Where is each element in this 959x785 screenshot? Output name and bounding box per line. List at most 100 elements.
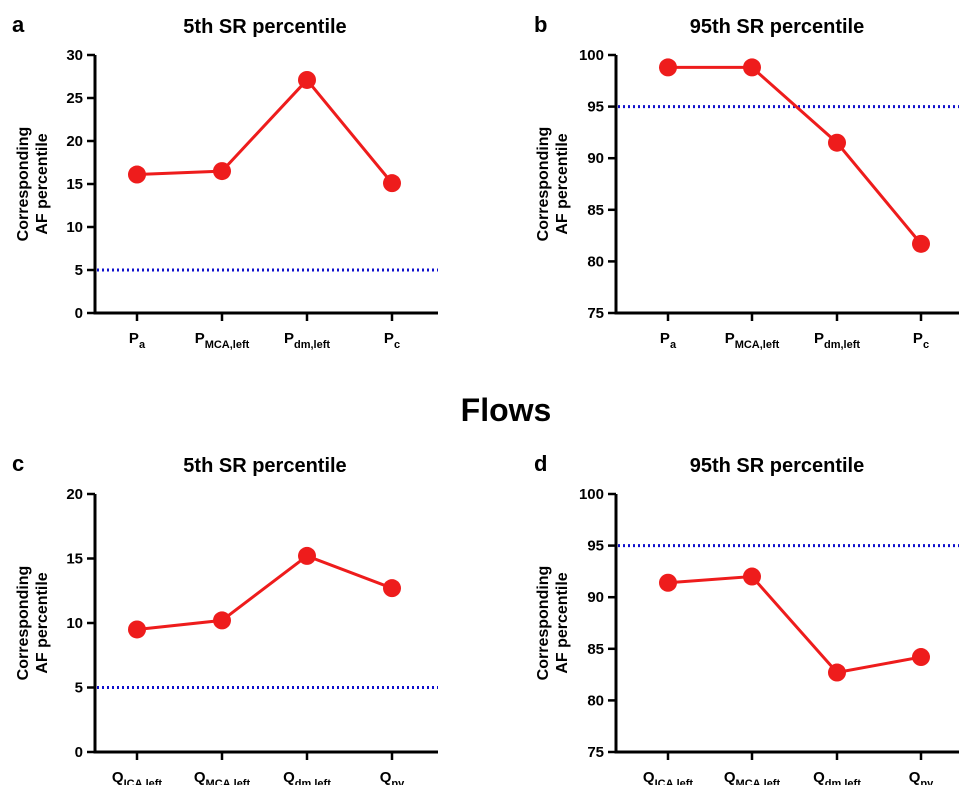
series-line [136, 77, 394, 185]
x-tick-label-sub: MCA,left [735, 339, 780, 351]
panel-letter: a [12, 12, 25, 37]
y-tick-label: 5 [75, 680, 83, 697]
section-title: Flows [461, 392, 552, 428]
chart-title: 95th SR percentile [690, 455, 865, 477]
chart-panel-d: d 95th SR percentile Corresponding AF perce… [534, 451, 959, 785]
x-tick-label-sub: pv [391, 778, 405, 785]
data-point [743, 567, 761, 586]
x-tick-label-main: Q [813, 769, 825, 785]
chart-title: 95th SR percentile [690, 16, 865, 38]
y-axis-label-line: Corresponding [15, 566, 32, 681]
data-point [659, 573, 677, 592]
x-tick-label-main: P [660, 330, 670, 347]
y-axis-label-line: AF percentile [554, 133, 571, 234]
data-point [659, 58, 677, 77]
data-point [298, 546, 316, 565]
panel-letter: d [534, 451, 547, 476]
x-tick-label-main: P [284, 330, 294, 347]
data-point [912, 234, 930, 253]
x-tick-label-sub: ICA,left [655, 778, 694, 785]
x-tick-label-main: Q [112, 769, 124, 785]
x-tick-label: Qdm,left [283, 769, 331, 785]
data-point [298, 70, 316, 89]
x-tick-label-main: P [129, 330, 139, 347]
x-tick-label-sub: a [670, 339, 677, 351]
chart-panel-c: c 5th SR percentile Corresponding AF percen… [12, 451, 438, 785]
x-tick-label-sub: c [394, 339, 400, 351]
data-point [383, 174, 401, 193]
y-tick-label: 90 [587, 589, 604, 606]
y-tick-label: 10 [66, 615, 83, 632]
y-tick-label: 85 [587, 202, 604, 219]
x-tick-label-sub: a [139, 339, 146, 351]
x-tick-label-main: Q [194, 769, 206, 785]
x-tick-label: Qdm,left [813, 769, 861, 785]
y-axis-label-line: Corresponding [535, 127, 552, 242]
x-tick-label-main: P [814, 330, 824, 347]
x-tick-label: QMCA,left [724, 769, 781, 785]
y-tick-label: 80 [587, 692, 604, 709]
data-point [912, 648, 930, 667]
panel-letter: c [12, 451, 24, 476]
y-axis-label: Corresponding AF percentile [535, 127, 571, 242]
x-tick-label-main: P [195, 330, 205, 347]
x-tick-label-sub: pv [920, 778, 934, 785]
x-tick-label-main: P [725, 330, 735, 347]
x-tick-label-main: Q [724, 769, 736, 785]
y-tick-label: 75 [587, 305, 604, 322]
x-tick-label-sub: MCA,left [206, 778, 251, 785]
y-tick-label: 90 [587, 150, 604, 167]
x-tick-label-main: Q [909, 769, 921, 785]
data-point [828, 133, 846, 152]
x-tick-label: Pc [913, 330, 929, 351]
y-tick-label: 100 [579, 47, 604, 64]
chart-title: 5th SR percentile [183, 16, 346, 38]
chart-panel-a: a 5th SR percentile Corresponding AF percen… [12, 12, 438, 351]
y-axis-label-line: AF percentile [34, 572, 51, 673]
x-tick-label: Pdm,left [814, 330, 860, 351]
data-point [128, 165, 146, 184]
x-tick-label: PMCA,left [725, 330, 780, 351]
x-tick-label-sub: MCA,left [736, 778, 781, 785]
data-point [213, 162, 231, 181]
x-tick-label-main: Q [283, 769, 295, 785]
data-point [828, 663, 846, 682]
y-tick-label: 30 [66, 47, 83, 64]
y-axis-label: Corresponding AF percentile [15, 127, 51, 242]
x-tick-label-main: Q [380, 769, 392, 785]
x-tick-label-sub: MCA,left [205, 339, 250, 351]
y-tick-label: 85 [587, 641, 604, 658]
y-axis-label-line: AF percentile [34, 133, 51, 234]
x-tick-label: QMCA,left [194, 769, 251, 785]
y-tick-label: 75 [587, 744, 604, 761]
y-tick-label: 80 [587, 253, 604, 270]
y-tick-label: 20 [66, 133, 83, 150]
x-tick-label-sub: ICA,left [124, 778, 163, 785]
chart-panel-b: b 95th SR percentile Corresponding AF perce… [534, 12, 959, 351]
data-point [128, 620, 146, 639]
x-tick-label-sub: dm,left [824, 339, 860, 351]
y-tick-label: 95 [587, 99, 604, 116]
x-tick-label: Pa [660, 330, 677, 351]
y-axis-label-line: Corresponding [15, 127, 32, 242]
y-tick-label: 10 [66, 219, 83, 236]
x-tick-label: PMCA,left [195, 330, 250, 351]
data-point [213, 611, 231, 630]
x-tick-label: Pdm,left [284, 330, 330, 351]
y-tick-label: 25 [66, 90, 83, 107]
x-tick-label: Pc [384, 330, 400, 351]
y-tick-label: 0 [75, 305, 83, 322]
y-axis-label-line: AF percentile [554, 572, 571, 673]
y-tick-label: 20 [66, 486, 83, 503]
x-tick-label: Pa [129, 330, 146, 351]
data-point [743, 58, 761, 77]
panel-letter: b [534, 12, 547, 37]
x-tick-label: QICA,left [112, 769, 163, 785]
x-tick-label: Qpv [909, 769, 934, 785]
x-tick-label-sub: c [923, 339, 929, 351]
x-tick-label-main: Q [643, 769, 655, 785]
x-tick-label: Qpv [380, 769, 405, 785]
x-tick-label-sub: dm,left [294, 339, 330, 351]
y-axis-label: Corresponding AF percentile [15, 566, 51, 681]
